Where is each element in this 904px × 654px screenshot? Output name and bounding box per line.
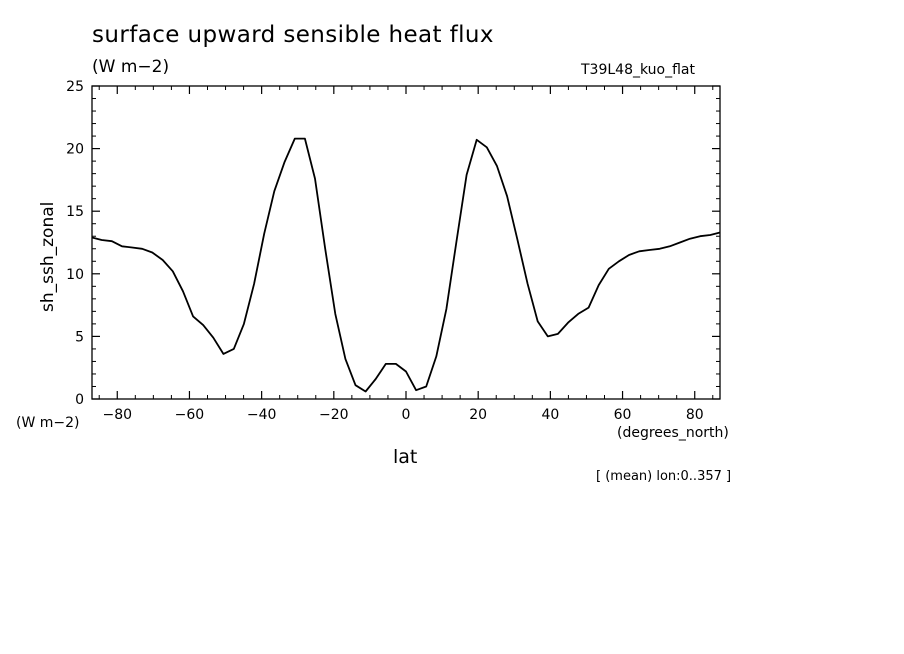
chart-title: surface upward sensible heat flux xyxy=(92,22,494,48)
y-tick-label: 10 xyxy=(66,267,84,283)
x-tick-label: −40 xyxy=(247,407,277,423)
plot-frame xyxy=(91,85,721,400)
series-line xyxy=(91,137,721,393)
y-tick-label: 15 xyxy=(66,204,84,220)
experiment-label: T39L48_kuo_flat xyxy=(581,62,695,78)
y-axis-units: (W m−2) xyxy=(16,415,80,431)
y-tick-label: 20 xyxy=(66,142,84,158)
x-axis-label: lat xyxy=(393,446,418,468)
x-tick-label: −20 xyxy=(319,407,349,423)
x-tick-label: 40 xyxy=(541,407,559,423)
x-tick-label: 80 xyxy=(686,407,704,423)
y-tick-label: 5 xyxy=(75,329,84,345)
x-axis-units: (degrees_north) xyxy=(617,425,729,441)
x-tick-label: 0 xyxy=(402,407,411,423)
x-tick-label: −80 xyxy=(102,407,132,423)
subset-note: [ (mean) lon:0..357 ] xyxy=(596,469,732,484)
chart-units: (W m−2) xyxy=(92,57,170,77)
y-tick-label: 0 xyxy=(75,392,84,408)
x-tick-label: 20 xyxy=(469,407,487,423)
y-tick-label: 25 xyxy=(66,79,84,95)
x-tick-label: −60 xyxy=(175,407,205,423)
x-tick-label: 60 xyxy=(614,407,632,423)
